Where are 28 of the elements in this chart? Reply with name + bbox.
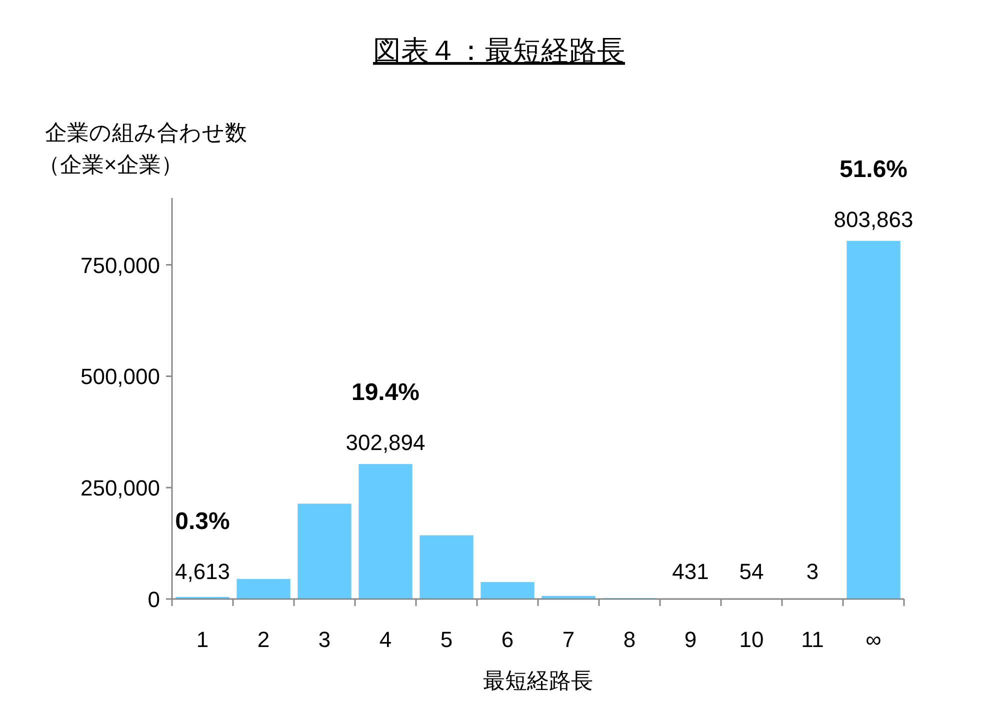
y-tick-label: 500,000 — [80, 364, 160, 390]
annotation: 0.3% — [175, 508, 230, 535]
annotation: 19.4% — [351, 379, 420, 406]
x-tick-label: ∞ — [866, 627, 882, 652]
x-tick-label: 8 — [623, 627, 636, 652]
data-label: 54 — [739, 559, 764, 584]
data-label: 431 — [672, 559, 709, 584]
data-label: 3 — [806, 559, 819, 584]
x-tick-label: 3 — [318, 627, 331, 652]
data-label: 803,863 — [834, 206, 914, 232]
y-tick-label: 0 — [148, 587, 160, 612]
x-tick-label: 5 — [440, 627, 453, 652]
y-tick-label: 250,000 — [80, 476, 160, 501]
data-label: 4,613 — [174, 559, 230, 584]
data-label: 302,894 — [346, 430, 426, 456]
x-tick-label: 1 — [196, 627, 209, 652]
x-tick-label: 6 — [501, 627, 514, 652]
y-tick-label: 750,000 — [80, 252, 160, 278]
x-tick-label: 11 — [801, 627, 824, 652]
annotation: 51.6% — [839, 156, 908, 183]
y-axis-title: 企業の組み合わせ数（企業×企業） — [38, 120, 247, 177]
chart-title: 図表４：最短経路長 — [373, 36, 625, 67]
x-tick-label: 9 — [684, 627, 697, 652]
x-tick-label: 10 — [739, 627, 764, 652]
x-tick-label: 4 — [379, 627, 392, 652]
x-axis-title: 最短経路長 — [483, 668, 593, 693]
x-tick-label: 7 — [562, 627, 575, 652]
x-tick-label: 2 — [257, 627, 270, 652]
